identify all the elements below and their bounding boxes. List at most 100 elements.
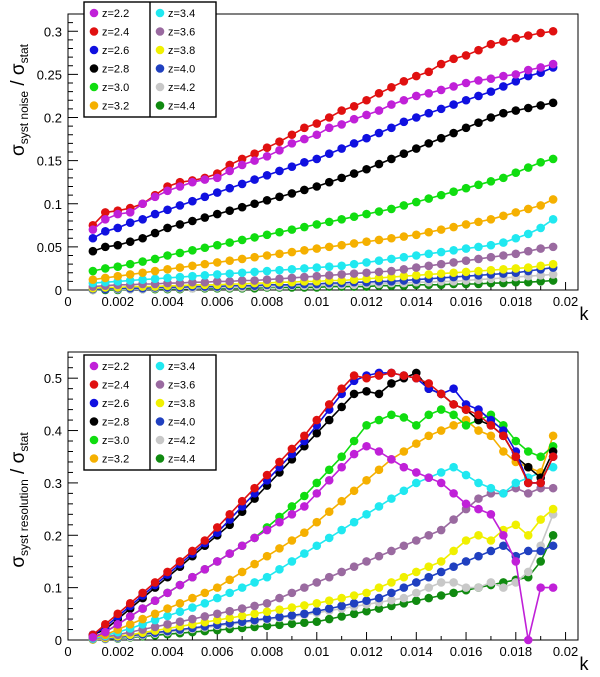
- data-point-z=2.4: [312, 119, 322, 128]
- data-point-z=2.2: [225, 166, 235, 176]
- data-point-z=2.8: [399, 149, 409, 159]
- plot-frame: [67, 351, 579, 641]
- data-point-z=3.2: [399, 232, 409, 241]
- data-point-z=4.0: [374, 593, 384, 603]
- data-point-z=3.4: [125, 276, 135, 285]
- series-line-z=4.4: [92, 534, 554, 641]
- data-point-z=2.2: [461, 499, 471, 509]
- data-point-z=3.4: [436, 468, 446, 477]
- data-point-z=3.6: [150, 622, 160, 632]
- data-point-z=2.2: [125, 208, 135, 217]
- y-tick-label: 0.5: [44, 371, 62, 386]
- data-point-z=2.2: [436, 478, 446, 488]
- data-point-z=2.4: [499, 37, 508, 46]
- data-point-z=2.2: [150, 596, 160, 606]
- data-point-z=3.6: [387, 546, 396, 556]
- data-point-z=2.4: [125, 599, 135, 608]
- data-point-z=2.2: [548, 583, 558, 592]
- data-point-z=3.2: [523, 204, 533, 214]
- data-point-z=4.2: [474, 583, 483, 592]
- data-point-z=3.6: [511, 249, 521, 259]
- data-point-z=2.6: [523, 71, 533, 81]
- data-point-z=2.8: [536, 101, 545, 110]
- data-point-z=2.2: [300, 134, 309, 144]
- data-point-z=3.2: [88, 275, 98, 284]
- x-tick-label: 0.002: [101, 644, 134, 659]
- data-point-z=2.6: [374, 128, 384, 138]
- legend-marker-z=2.2: [89, 361, 99, 371]
- data-point-z=2.4: [474, 45, 483, 55]
- data-point-z=2.4: [188, 546, 197, 556]
- data-point-z=4.4: [536, 277, 545, 286]
- legend-marker-z=4.4: [155, 454, 165, 463]
- data-point-z=3.4: [474, 242, 483, 252]
- data-point-z=2.8: [175, 220, 185, 229]
- series-line-z=3.0: [92, 158, 554, 272]
- data-point-z=3.4: [237, 583, 247, 592]
- x-tick-label: 0: [64, 294, 71, 309]
- data-point-z=3.4: [150, 615, 160, 625]
- data-point-z=3.8: [461, 267, 471, 277]
- legend-marker-z=3.6: [155, 27, 165, 36]
- data-point-z=3.4: [548, 462, 558, 472]
- data-point-z=3.4: [548, 214, 558, 224]
- legend-label-z=3.6: z=3.6: [168, 27, 195, 39]
- x-tick-label: 0.014: [400, 294, 433, 309]
- data-point-z=2.6: [188, 196, 197, 206]
- data-point-z=2.2: [337, 462, 346, 472]
- data-point-z=2.4: [237, 496, 247, 506]
- data-point-z=3.4: [349, 259, 359, 269]
- data-point-z=3.2: [337, 496, 346, 506]
- data-point-z=2.2: [237, 160, 247, 170]
- data-point-z=3.0: [101, 264, 110, 273]
- data-point-z=2.8: [163, 223, 172, 233]
- data-point-z=2.4: [175, 557, 185, 566]
- data-point-z=2.4: [250, 483, 259, 493]
- data-point-z=2.2: [449, 489, 458, 498]
- data-point-z=3.0: [362, 209, 371, 219]
- data-point-z=2.2: [188, 572, 197, 582]
- data-point-z=3.2: [250, 252, 259, 262]
- data-point-z=3.0: [374, 415, 384, 425]
- data-point-z=3.2: [474, 217, 483, 227]
- data-point-z=3.0: [387, 410, 396, 420]
- data-point-z=3.2: [262, 551, 272, 561]
- y-label-sub: syst noise: [17, 91, 31, 145]
- data-point-z=2.2: [225, 549, 235, 558]
- data-point-z=2.4: [436, 389, 446, 399]
- data-point-z=3.4: [175, 272, 185, 282]
- data-point-z=2.2: [88, 225, 98, 234]
- data-point-z=2.6: [300, 158, 309, 167]
- data-point-z=3.8: [362, 588, 371, 598]
- data-point-z=4.4: [374, 604, 384, 613]
- data-point-z=3.4: [411, 478, 421, 488]
- data-point-z=2.6: [349, 139, 359, 148]
- data-point-z=2.8: [349, 389, 359, 399]
- data-point-z=4.0: [399, 583, 409, 592]
- legend-marker-z=4.2: [155, 82, 165, 92]
- data-point-z=3.2: [337, 240, 346, 250]
- data-point-z=3.6: [200, 612, 210, 621]
- data-point-z=2.2: [188, 177, 197, 187]
- data-point-z=2.4: [523, 31, 533, 40]
- data-point-z=2.6: [424, 108, 434, 118]
- data-point-z=4.2: [424, 583, 434, 592]
- series-line-z=3.4: [92, 466, 554, 640]
- data-point-z=3.2: [436, 225, 446, 234]
- data-point-z=2.8: [200, 213, 210, 222]
- data-point-z=2.2: [411, 468, 421, 477]
- data-point-z=3.4: [362, 510, 371, 519]
- legend-label-z=2.6: z=2.6: [102, 398, 129, 410]
- data-point-z=3.2: [511, 208, 521, 217]
- data-point-z=2.6: [486, 87, 496, 96]
- data-point-z=2.2: [312, 130, 322, 140]
- x-tick-label: 0.008: [251, 644, 284, 659]
- data-point-z=2.4: [324, 113, 334, 122]
- legend-marker-z=4.0: [155, 417, 165, 426]
- data-point-z=2.6: [399, 117, 409, 127]
- data-point-z=2.2: [113, 209, 123, 219]
- data-point-z=2.8: [349, 169, 359, 178]
- data-point-z=2.2: [212, 557, 222, 566]
- data-point-z=2.4: [287, 130, 297, 140]
- x-tick-label: 0.008: [251, 294, 284, 309]
